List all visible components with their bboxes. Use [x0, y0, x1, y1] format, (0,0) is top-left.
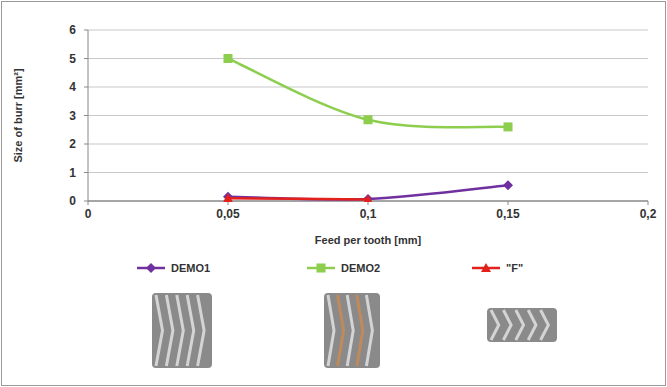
legend-marker	[481, 263, 491, 272]
y-axis-title: Size of burr [mm²]	[12, 68, 24, 162]
x-tick	[508, 201, 509, 205]
grid-line	[88, 87, 648, 88]
tool-picture	[152, 293, 212, 368]
x-tick-label: 0,1	[360, 207, 377, 221]
series-line	[228, 59, 508, 128]
legend-entry: DEMO2	[307, 262, 380, 274]
y-tick-label: 3	[69, 109, 76, 123]
y-axis	[88, 30, 89, 201]
y-tick	[84, 172, 88, 173]
y-tick-label: 1	[69, 166, 76, 180]
point	[223, 193, 233, 202]
point	[503, 180, 513, 190]
y-tick-label: 5	[69, 52, 76, 66]
tool-body	[324, 293, 380, 368]
tool-flute	[328, 295, 334, 366]
chart: 0 1 2 3 4 5 6 0 0,05 0,1 0,15 0,2 Feed per tooth [mm…	[0, 0, 667, 387]
y-tick-label: 4	[69, 80, 76, 94]
tool-flute	[156, 295, 163, 366]
x-tick-label: 0,15	[496, 207, 520, 221]
tool-flute	[516, 310, 524, 340]
x-tick	[88, 201, 89, 205]
y-tick	[84, 87, 88, 88]
grid-line	[88, 30, 648, 31]
tool-body	[152, 293, 212, 368]
legend-label: "F"	[506, 262, 523, 274]
x-tick	[648, 201, 649, 205]
y-tick	[84, 201, 88, 202]
tool-flute	[357, 295, 363, 366]
point	[363, 194, 373, 202]
tool-flute	[187, 295, 194, 366]
tool-flute	[528, 310, 536, 340]
legend-label: DEMO1	[171, 262, 210, 274]
legend-label: DEMO2	[341, 262, 380, 274]
tool-flute	[366, 295, 372, 366]
y-tick	[84, 58, 88, 59]
tool-picture	[324, 293, 380, 368]
point	[364, 115, 373, 124]
legend-marker	[146, 263, 156, 273]
tool-pictures	[152, 293, 557, 368]
y-tick-label: 2	[69, 137, 76, 151]
point	[224, 54, 233, 63]
tool-flute	[491, 310, 499, 340]
tool-flute	[541, 310, 549, 340]
plot-area	[223, 54, 513, 202]
x-tick-label: 0,05	[216, 207, 240, 221]
tool-body	[487, 308, 557, 342]
tool-picture	[487, 308, 557, 342]
tool-flute	[166, 295, 173, 366]
point	[363, 195, 373, 202]
y-tick	[84, 30, 88, 31]
point	[504, 122, 513, 131]
y-tick	[84, 115, 88, 116]
grid-line	[88, 144, 648, 145]
tool-flute	[503, 310, 511, 340]
x-tick-label: 0	[85, 207, 92, 221]
x-tick-label: 0,2	[640, 207, 657, 221]
y-tick-label: 0	[69, 194, 76, 208]
legend-entry: "F"	[472, 262, 523, 274]
tool-flute	[347, 295, 353, 366]
frame	[2, 2, 666, 386]
point	[223, 192, 233, 202]
y-tick	[84, 144, 88, 145]
x-axis-title: Feed per tooth [mm]	[315, 234, 422, 246]
y-tick-label: 6	[69, 23, 76, 37]
series-line	[228, 198, 368, 199]
tool-flute	[338, 295, 344, 366]
legend-marker	[317, 264, 326, 273]
grid-line	[88, 172, 648, 173]
tool-flute	[177, 295, 184, 366]
legend-entry: DEMO1	[137, 262, 210, 274]
grid-line	[88, 58, 648, 59]
tool-flute	[198, 295, 205, 366]
